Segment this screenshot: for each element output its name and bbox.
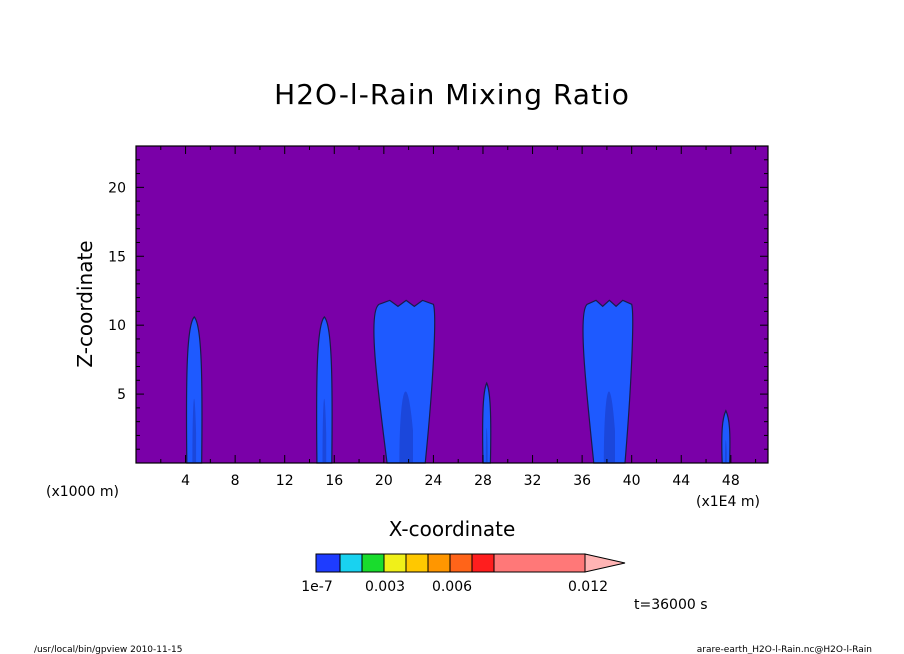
x-tick-label: 40: [623, 473, 641, 489]
colorbar-segment: [315, 553, 341, 573]
rain-cell-core-5: [603, 391, 615, 463]
colorbar-segment: [383, 553, 407, 573]
colorbar-label: 0.006: [432, 579, 472, 595]
x-tick-label: 24: [424, 473, 442, 489]
y-tick-label: 10: [108, 318, 126, 334]
colorbar-segment: [449, 553, 473, 573]
y-axis-label: Z-coordinate: [73, 240, 97, 367]
x-tick-label: 12: [276, 473, 294, 489]
colorbar: 1e-7 0.003 0.006 0.012: [301, 553, 626, 595]
rain-cell-core-6: [724, 439, 727, 463]
colorbar-segment: [427, 553, 451, 573]
x-units-right: (x1E4 m): [696, 494, 760, 510]
rain-cell-core-4: [485, 427, 488, 463]
colorbar-label: 0.012: [568, 579, 608, 595]
colorbar-segment: [339, 553, 363, 573]
rain-cell-2: [316, 316, 333, 464]
x-tick-label: 28: [474, 473, 492, 489]
rain-cell-6: [721, 409, 731, 464]
colorbar-label: 1e-7: [301, 579, 332, 595]
footer-left: /usr/local/bin/gpview 2010-11-15: [34, 645, 182, 654]
x-tick-label: 48: [722, 473, 740, 489]
time-label: t=36000 s: [634, 597, 708, 613]
y-tick-label: 5: [117, 387, 126, 403]
footer-right: arare-earth_H2O-l-Rain.nc@H2O-l-Rain: [697, 645, 872, 654]
x-tick-label: 20: [375, 473, 393, 489]
y-tick-label: 20: [108, 180, 126, 196]
rain-cell-core-1: [192, 398, 197, 463]
rain-cell-3: [373, 299, 436, 464]
x-axis-label: X-coordinate: [389, 517, 516, 541]
rain-cell-5: [582, 299, 634, 464]
rain-cell-1: [185, 316, 203, 464]
x-tick-label: 16: [325, 473, 343, 489]
colorbar-segment: [471, 553, 495, 573]
x-tick-label: 4: [181, 473, 190, 489]
colorbar-segment: [361, 553, 385, 573]
x-units-left: (x1000 m): [46, 484, 119, 500]
colorbar-arrow: [584, 553, 626, 573]
x-tick-label: 8: [231, 473, 240, 489]
colorbar-label: 0.003: [365, 579, 405, 595]
plot-frame: [135, 145, 769, 464]
rain-cell-core-3: [399, 391, 413, 463]
rain-cells: [185, 299, 731, 464]
rain-cell-4: [482, 381, 492, 464]
x-tick-label: 32: [524, 473, 542, 489]
y-tick-label: 15: [108, 249, 126, 265]
rain-cell-core-2: [322, 398, 327, 463]
x-tick-label: 44: [672, 473, 690, 489]
plot-area: [136, 146, 768, 463]
colorbar-segment: [493, 553, 586, 573]
chart-title: H2O-l-Rain Mixing Ratio: [274, 78, 630, 111]
x-tick-label: 36: [573, 473, 591, 489]
colorbar-segment: [405, 553, 429, 573]
